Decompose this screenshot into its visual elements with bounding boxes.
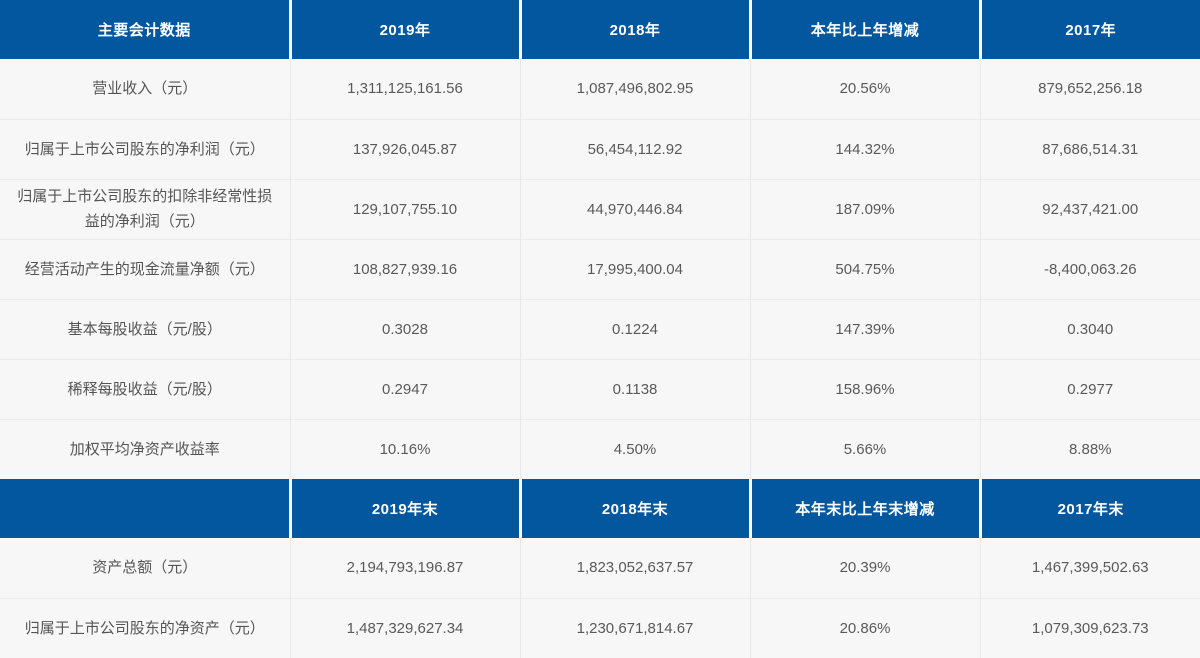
value-cell: 20.86%: [749, 597, 980, 658]
value-cell: 108,827,939.16: [289, 238, 520, 299]
value-cell: 1,230,671,814.67: [519, 597, 750, 658]
value-cell: 20.39%: [749, 538, 980, 598]
period-column-header: 2017年末: [978, 479, 1200, 538]
value-cell: 0.1138: [519, 358, 750, 419]
row-label: 营业收入（元）: [0, 59, 290, 119]
section-2-header-row: 2019年末 2018年末 本年末比上年末增减 2017年末: [0, 479, 1200, 538]
row-label: 基本每股收益（元/股）: [0, 298, 290, 359]
value-cell: 1,087,496,802.95: [519, 59, 750, 119]
table-row: 营业收入（元） 1,311,125,161.56 1,087,496,802.95 2…: [0, 59, 1200, 119]
period-column-header: 2019年末: [288, 479, 520, 538]
value-cell: 129,107,755.10: [289, 178, 520, 239]
period-column-header: 2018年末: [518, 479, 750, 538]
period-column-header: 本年末比上年末增减: [748, 479, 980, 538]
table-row: 资产总额（元） 2,194,793,196.87 1,823,052,637.57 2…: [0, 538, 1200, 598]
value-cell: 1,467,399,502.63: [979, 538, 1200, 598]
row-label: 归属于上市公司股东的净利润（元）: [0, 118, 290, 179]
value-cell: 20.56%: [749, 59, 980, 119]
value-cell: 137,926,045.87: [289, 118, 520, 179]
value-cell: 17,995,400.04: [519, 238, 750, 299]
value-cell: 1,487,329,627.34: [289, 597, 520, 658]
value-cell: 0.3040: [979, 298, 1200, 359]
value-cell: 92,437,421.00: [979, 178, 1200, 239]
table-row: 归属于上市公司股东的净资产（元） 1,487,329,627.34 1,230,67…: [0, 597, 1200, 658]
value-cell: 56,454,112.92: [519, 118, 750, 179]
row-label: 加权平均净资产收益率: [0, 418, 290, 479]
value-cell: 0.3028: [289, 298, 520, 359]
value-cell: 147.39%: [749, 298, 980, 359]
row-label: 归属于上市公司股东的扣除非经常性损益的净利润（元）: [0, 178, 290, 239]
period-column-header: 2017年: [978, 0, 1200, 59]
table-row: 归属于上市公司股东的扣除非经常性损益的净利润（元） 129,107,755.10 4…: [0, 178, 1200, 239]
row-label: 稀释每股收益（元/股）: [0, 358, 290, 419]
row-label: 经营活动产生的现金流量净额（元）: [0, 238, 290, 299]
value-cell: 1,311,125,161.56: [289, 59, 520, 119]
metric-column-header: [0, 479, 290, 538]
value-cell: 158.96%: [749, 358, 980, 419]
value-cell: 144.32%: [749, 118, 980, 179]
value-cell: 8.88%: [979, 418, 1200, 479]
value-cell: 0.2977: [979, 358, 1200, 419]
table-row: 稀释每股收益（元/股） 0.2947 0.1138 158.96% 0.2977: [0, 358, 1200, 419]
value-cell: 2,194,793,196.87: [289, 538, 520, 598]
period-column-header: 2019年: [288, 0, 520, 59]
period-column-header: 本年比上年增减: [748, 0, 980, 59]
value-cell: 44,970,446.84: [519, 178, 750, 239]
table-row: 经营活动产生的现金流量净额（元） 108,827,939.16 17,995,400…: [0, 238, 1200, 299]
value-cell: 504.75%: [749, 238, 980, 299]
value-cell: 10.16%: [289, 418, 520, 479]
value-cell: 1,823,052,637.57: [519, 538, 750, 598]
value-cell: 5.66%: [749, 418, 980, 479]
value-cell: 879,652,256.18: [979, 59, 1200, 119]
value-cell: 187.09%: [749, 178, 980, 239]
value-cell: -8,400,063.26: [979, 238, 1200, 299]
value-cell: 1,079,309,623.73: [979, 597, 1200, 658]
period-column-header: 2018年: [518, 0, 750, 59]
table-row: 加权平均净资产收益率 10.16% 4.50% 5.66% 8.88%: [0, 418, 1200, 479]
value-cell: 0.1224: [519, 298, 750, 359]
section-1-header-row: 主要会计数据 2019年 2018年 本年比上年增减 2017年: [0, 0, 1200, 59]
value-cell: 0.2947: [289, 358, 520, 419]
metric-column-header: 主要会计数据: [0, 0, 290, 59]
value-cell: 4.50%: [519, 418, 750, 479]
value-cell: 87,686,514.31: [979, 118, 1200, 179]
table-row: 基本每股收益（元/股） 0.3028 0.1224 147.39% 0.3040: [0, 298, 1200, 359]
row-label: 资产总额（元）: [0, 538, 290, 598]
table-row: 归属于上市公司股东的净利润（元） 137,926,045.87 56,454,112…: [0, 118, 1200, 179]
row-label: 归属于上市公司股东的净资产（元）: [0, 597, 290, 658]
